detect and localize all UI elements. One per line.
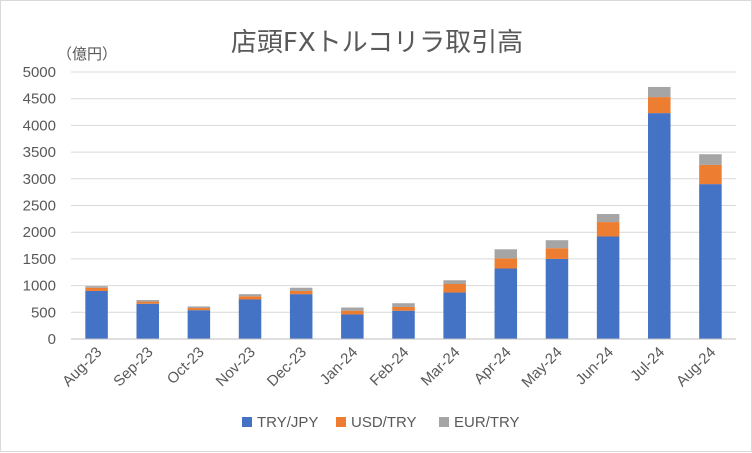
legend: TRY/JPY USD/TRY EUR/TRY	[242, 414, 520, 431]
x-tick-label: Jun-24	[572, 344, 616, 388]
bar-try-jpy	[648, 113, 671, 339]
bar-eur-try	[341, 307, 364, 311]
y-axis-unit-label: （億円）	[57, 45, 117, 63]
bar-try-jpy	[136, 303, 159, 339]
bar-try-jpy	[238, 299, 262, 339]
bar-usd-try	[494, 258, 518, 269]
bar-try-jpy	[494, 268, 518, 339]
bar-usd-try	[187, 308, 211, 311]
y-tick-label: 5000	[23, 64, 56, 81]
bar-usd-try	[648, 97, 671, 114]
legend-swatch	[242, 417, 252, 427]
bar-eur-try	[136, 300, 159, 302]
bar-eur-try	[443, 280, 466, 284]
bar-try-jpy	[392, 310, 415, 339]
bar-eur-try	[545, 240, 569, 249]
bar-eur-try	[289, 287, 313, 291]
x-tick-label: Aug-23	[59, 344, 105, 390]
bar-usd-try	[341, 310, 364, 315]
bar-eur-try	[392, 303, 415, 307]
legend-label: EUR/TRY	[454, 414, 520, 431]
bars	[85, 86, 722, 339]
x-tick-label: May-24	[518, 344, 565, 391]
bar-usd-try	[699, 164, 722, 185]
gridlines	[71, 71, 736, 313]
x-axis-ticks: Aug-23 Sep-23 Oct-23 Nov-23 Dec-23 Jan-24 Feb-…	[59, 344, 719, 391]
y-tick-label: 4500	[23, 91, 56, 108]
y-tick-label: 1500	[23, 251, 56, 268]
legend-label: USD/TRY	[351, 414, 417, 431]
bar-usd-try	[85, 287, 108, 291]
bar-usd-try	[545, 248, 569, 259]
y-tick-label: 500	[31, 304, 56, 321]
y-tick-label: 3500	[23, 144, 56, 161]
x-tick-label: Aug-24	[673, 344, 719, 390]
bar-eur-try	[648, 86, 671, 98]
bar-try-jpy	[699, 184, 722, 339]
x-tick-label: Apr-24	[471, 344, 515, 388]
bar-usd-try	[596, 222, 620, 237]
legend-swatch	[336, 417, 346, 427]
x-tick-label: Jan-24	[317, 344, 361, 388]
bar-usd-try	[392, 306, 415, 311]
bar-usd-try	[136, 301, 159, 304]
x-tick-label: Nov-23	[213, 344, 259, 390]
y-tick-label: 1000	[23, 278, 56, 295]
bar-usd-try	[289, 290, 313, 295]
bar-try-jpy	[341, 314, 364, 339]
bar-eur-try	[699, 154, 722, 165]
bar-try-jpy	[443, 292, 466, 339]
bar-eur-try	[596, 214, 620, 223]
legend-label: TRY/JPY	[257, 414, 318, 431]
bar-try-jpy	[545, 258, 569, 339]
bar-eur-try	[187, 306, 211, 309]
bar-eur-try	[85, 286, 108, 288]
x-tick-label: Feb-24	[367, 344, 413, 390]
bar-eur-try	[494, 249, 518, 259]
bar-try-jpy	[289, 294, 313, 339]
x-tick-label: Mar-24	[418, 344, 464, 390]
y-tick-label: 4000	[23, 117, 56, 134]
legend-swatch	[439, 417, 449, 427]
x-tick-label: Jul-24	[627, 344, 668, 385]
x-tick-label: Sep-23	[110, 344, 156, 390]
x-tick-label: Oct-23	[164, 344, 208, 388]
bar-try-jpy	[187, 310, 211, 339]
bar-eur-try	[238, 294, 262, 297]
bar-usd-try	[443, 283, 466, 293]
y-tick-label: 2000	[23, 224, 56, 241]
chart-title: 店頭FXトルコリラ取引高	[231, 28, 523, 58]
y-tick-label: 2500	[23, 198, 56, 215]
bar-try-jpy	[596, 236, 620, 339]
bar-try-jpy	[85, 290, 108, 339]
x-tick-label: Dec-23	[264, 344, 310, 390]
y-tick-label: 3000	[23, 171, 56, 188]
y-tick-label: 0	[48, 331, 56, 348]
bar-usd-try	[238, 296, 262, 300]
y-axis-ticks: 0 500 1000 1500 2000 2500 3000 3500 4000 4500 5000	[23, 64, 56, 348]
